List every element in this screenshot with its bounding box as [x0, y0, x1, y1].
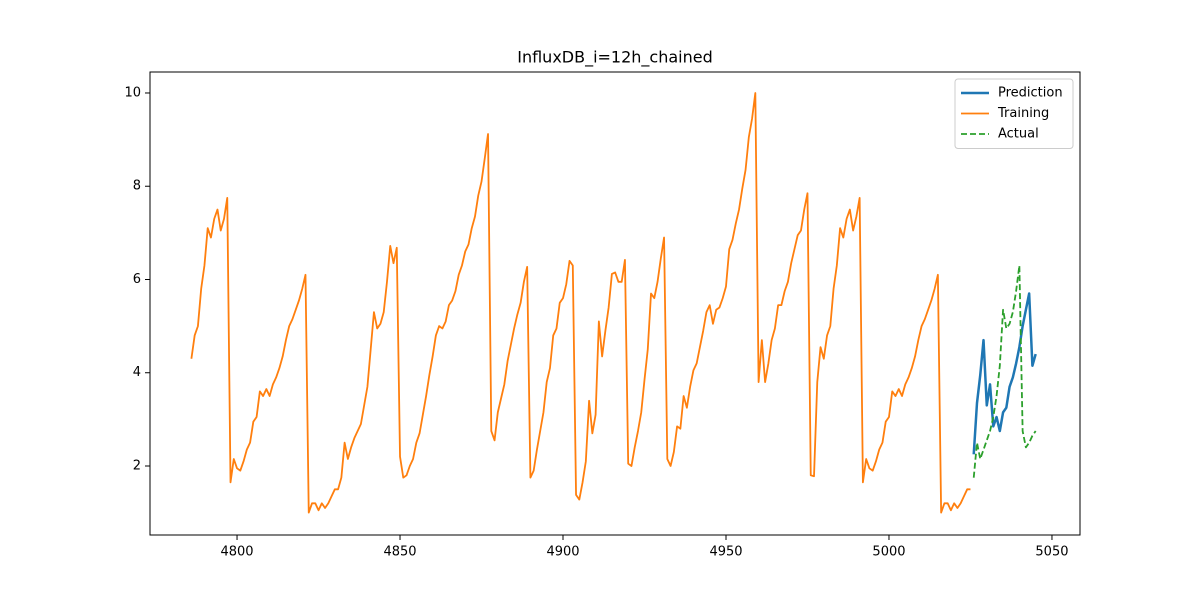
series-line: [972, 292, 1037, 455]
x-tick-label: 4800: [220, 545, 253, 560]
legend-label: Actual: [998, 127, 1039, 142]
x-tick-label: 5000: [872, 545, 905, 560]
series-line: [190, 92, 971, 514]
plot-frame: [149, 71, 1081, 536]
y-tick-label: 2: [133, 458, 141, 473]
x-tick-label: 4850: [383, 545, 416, 560]
legend-box: [954, 78, 1074, 149]
y-tick-label: 8: [133, 179, 141, 194]
x-tick-label: 5050: [1035, 545, 1068, 560]
x-tick-label: 4950: [709, 545, 742, 560]
legend-label: Training: [997, 106, 1049, 121]
y-tick-label: 4: [133, 365, 141, 380]
legend-label: Prediction: [998, 86, 1063, 101]
y-tick-label: 6: [133, 272, 141, 287]
x-tick-label: 4900: [546, 545, 579, 560]
series-line: [972, 264, 1037, 478]
chart-title: InfluxDB_i=12h_chained: [517, 48, 713, 68]
y-tick-label: 10: [124, 85, 141, 100]
